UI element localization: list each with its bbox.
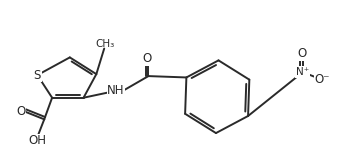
Text: CH₃: CH₃: [95, 39, 115, 49]
Text: OH: OH: [28, 134, 46, 147]
Text: N⁺: N⁺: [296, 67, 309, 77]
Text: O: O: [16, 105, 25, 118]
Text: NH: NH: [107, 84, 125, 97]
Text: S: S: [34, 69, 41, 82]
Text: O: O: [143, 52, 152, 65]
Text: O: O: [297, 47, 306, 60]
Text: O⁻: O⁻: [315, 73, 330, 86]
